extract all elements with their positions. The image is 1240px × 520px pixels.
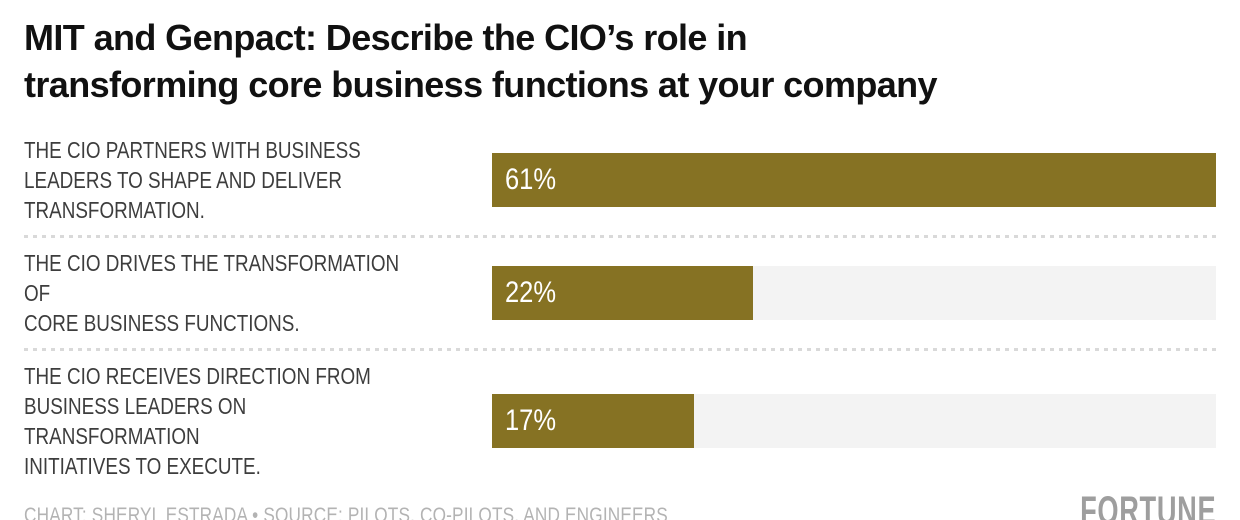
bar-value-label: 22% bbox=[505, 276, 557, 309]
row-category-label: THE CIO PARTNERS WITH BUSINESS LEADERS T… bbox=[24, 137, 361, 223]
bar-value-label: 61% bbox=[505, 163, 557, 196]
dotted-separator bbox=[24, 235, 1216, 238]
fortune-logo: FORTUNE bbox=[1079, 489, 1216, 520]
chart-credits: CHART: SHERYL ESTRADA • SOURCE: PILOTS, … bbox=[24, 504, 668, 520]
bar-chart: THE CIO PARTNERS WITH BUSINESS LEADERS T… bbox=[24, 125, 1216, 491]
bar-track: 61% bbox=[492, 153, 1216, 207]
chart-title: MIT and Genpact: Describe the CIO’s role… bbox=[24, 17, 938, 105]
bar-track: 17% bbox=[492, 394, 1216, 448]
row-category-label: THE CIO DRIVES THE TRANSFORMATION OF COR… bbox=[24, 250, 400, 336]
chart-footer: CHART: SHERYL ESTRADA • SOURCE: PILOTS, … bbox=[24, 491, 1216, 520]
dotted-separator bbox=[24, 348, 1216, 351]
bar-value-label: 17% bbox=[505, 404, 557, 437]
row-category-label: THE CIO RECEIVES DIRECTION FROM BUSINESS… bbox=[24, 363, 371, 479]
bar-track: 22% bbox=[492, 266, 1216, 320]
bar-fill: 17% bbox=[492, 394, 694, 448]
bar-fill: 61% bbox=[492, 153, 1216, 207]
chart-row: THE CIO RECEIVES DIRECTION FROM BUSINESS… bbox=[24, 351, 1216, 491]
chart-row: THE CIO DRIVES THE TRANSFORMATION OF COR… bbox=[24, 238, 1216, 348]
bar-fill: 22% bbox=[492, 266, 754, 320]
chart-row: THE CIO PARTNERS WITH BUSINESS LEADERS T… bbox=[24, 125, 1216, 235]
